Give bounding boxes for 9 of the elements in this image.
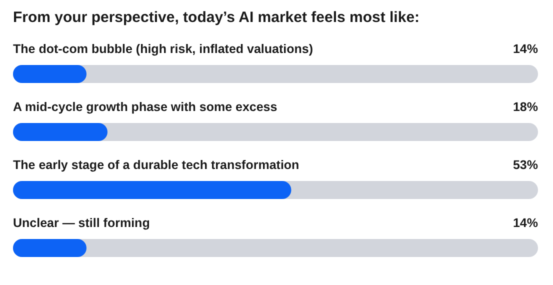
- data-label: 14%: [512, 216, 538, 230]
- chart-title: From your perspective, today’s AI market feels most like:: [12, 8, 421, 28]
- data-label: 53%: [512, 158, 538, 172]
- y-tick-label: Unclear — still forming: [13, 216, 150, 230]
- y-tick-label: The early stage of a durable tech transformation: [13, 158, 300, 172]
- y-tick-label: A mid-cycle growth phase with some excess: [13, 100, 278, 114]
- y-tick-label: The dot-com bubble (high risk, inflated valuations): [13, 42, 314, 56]
- data-label: 18%: [512, 100, 538, 114]
- data-label: 14%: [512, 42, 538, 56]
